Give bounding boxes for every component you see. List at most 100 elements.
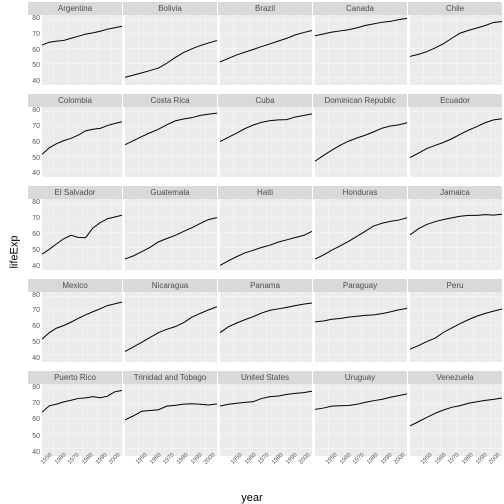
- panel-trinidad-and-tobago: Trinidad and Tobago 195019601970198019902…: [123, 371, 217, 462]
- panel-ecuador: Ecuador: [408, 94, 502, 185]
- panel-title: Venezuela: [408, 371, 502, 384]
- plot-area: [315, 384, 407, 456]
- series-line: [42, 390, 122, 412]
- plot-area: [315, 199, 407, 269]
- panel-title: Nicaragua: [123, 279, 217, 292]
- panel-guatemala: Guatemala: [123, 186, 217, 277]
- plot-area: [410, 199, 502, 269]
- panel-title: Ecuador: [408, 94, 502, 107]
- plot-area: [410, 107, 502, 177]
- panel-dominican-republic: Dominican Republic: [313, 94, 407, 185]
- series-line: [125, 113, 217, 145]
- panel-honduras: Honduras: [313, 186, 407, 277]
- plot-area: [220, 199, 312, 269]
- plot-area: [410, 384, 502, 456]
- y-ticks: 8070605040: [28, 292, 42, 362]
- panel-title: Trinidad and Tobago: [123, 371, 217, 384]
- series-line: [220, 30, 312, 61]
- series-line: [410, 309, 502, 349]
- series-line: [42, 216, 122, 255]
- y-ticks: 8070605040: [28, 199, 42, 269]
- y-ticks: 8070605040: [28, 15, 42, 85]
- plot-area: [220, 107, 312, 177]
- plot-area: [125, 292, 217, 362]
- panel-mexico: Mexico8070605040: [28, 279, 122, 370]
- plot-area: [315, 292, 407, 362]
- series-line: [125, 218, 217, 259]
- plot-area: [42, 107, 122, 177]
- series-line: [315, 123, 407, 161]
- panel-title: Haiti: [218, 186, 312, 199]
- plot-area: [125, 15, 217, 85]
- series-line: [220, 391, 312, 406]
- panel-brazil: Brazil: [218, 2, 312, 93]
- series-line: [125, 306, 217, 351]
- panel-title: Canada: [313, 2, 407, 15]
- panel-paraguay: Paraguay: [313, 279, 407, 370]
- series-line: [315, 218, 407, 259]
- plot-area: [125, 199, 217, 269]
- panel-title: Guatemala: [123, 186, 217, 199]
- panel-argentina: Argentina8070605040: [28, 2, 122, 93]
- panel-title: Cuba: [218, 94, 312, 107]
- panel-title: United States: [218, 371, 312, 384]
- facet-grid: Argentina8070605040BoliviaBrazilCanadaCh…: [28, 2, 502, 462]
- y-axis-label: lifeExp: [9, 235, 21, 268]
- series-line: [410, 215, 502, 236]
- panel-title: Jamaica: [408, 186, 502, 199]
- panel-title: Panama: [218, 279, 312, 292]
- x-ticks: 195019601970198019902000: [28, 456, 122, 462]
- panel-united-states: United States195019601970198019902000: [218, 371, 312, 462]
- panel-title: Colombia: [28, 94, 122, 107]
- series-line: [42, 302, 122, 339]
- plot-area: [125, 107, 217, 177]
- panel-puerto-rico: Puerto Rico80706050401950196019701980199…: [28, 371, 122, 462]
- plot-area: [125, 384, 217, 456]
- panel-uruguay: Uruguay 195019601970198019902000: [313, 371, 407, 462]
- plot-area: [315, 15, 407, 85]
- panel-title: Dominican Republic: [313, 94, 407, 107]
- series-line: [315, 308, 407, 321]
- panel-nicaragua: Nicaragua: [123, 279, 217, 370]
- panel-bolivia: Bolivia: [123, 2, 217, 93]
- panel-peru: Peru: [408, 279, 502, 370]
- panel-title: Costa Rica: [123, 94, 217, 107]
- series-line: [220, 232, 312, 266]
- panel-title: Bolivia: [123, 2, 217, 15]
- plot-area: [42, 292, 122, 362]
- panel-title: Brazil: [218, 2, 312, 15]
- panel-title: Argentina: [28, 2, 122, 15]
- plot-area: [410, 292, 502, 362]
- plot-area: [410, 15, 502, 85]
- panel-el-salvador: El Salvador8070605040: [28, 186, 122, 277]
- panel-title: Peru: [408, 279, 502, 292]
- series-line: [410, 21, 502, 56]
- x-ticks: 195019601970198019902000: [313, 456, 407, 462]
- x-ticks: 195019601970198019902000: [408, 456, 502, 462]
- series-line: [315, 394, 407, 409]
- panel-title: El Salvador: [28, 186, 122, 199]
- y-ticks: 8070605040: [28, 384, 42, 456]
- panel-canada: Canada: [313, 2, 407, 93]
- panel-title: Honduras: [313, 186, 407, 199]
- series-line: [42, 26, 122, 45]
- series-line: [410, 398, 502, 426]
- x-ticks: 195019601970198019902000: [123, 456, 217, 462]
- series-line: [220, 114, 312, 142]
- plot-area: [42, 15, 122, 85]
- series-line: [315, 18, 407, 35]
- series-line: [220, 303, 312, 333]
- plot-area: [42, 384, 122, 456]
- panel-cuba: Cuba: [218, 94, 312, 185]
- y-ticks: 8070605040: [28, 107, 42, 177]
- panel-title: Chile: [408, 2, 502, 15]
- panel-haiti: Haiti: [218, 186, 312, 277]
- panel-title: Mexico: [28, 279, 122, 292]
- plot-area: [42, 199, 122, 269]
- series-line: [125, 40, 217, 77]
- panel-title: Uruguay: [313, 371, 407, 384]
- plot-area: [220, 384, 312, 456]
- series-line: [125, 403, 217, 419]
- plot-area: [220, 292, 312, 362]
- plot-area: [315, 107, 407, 177]
